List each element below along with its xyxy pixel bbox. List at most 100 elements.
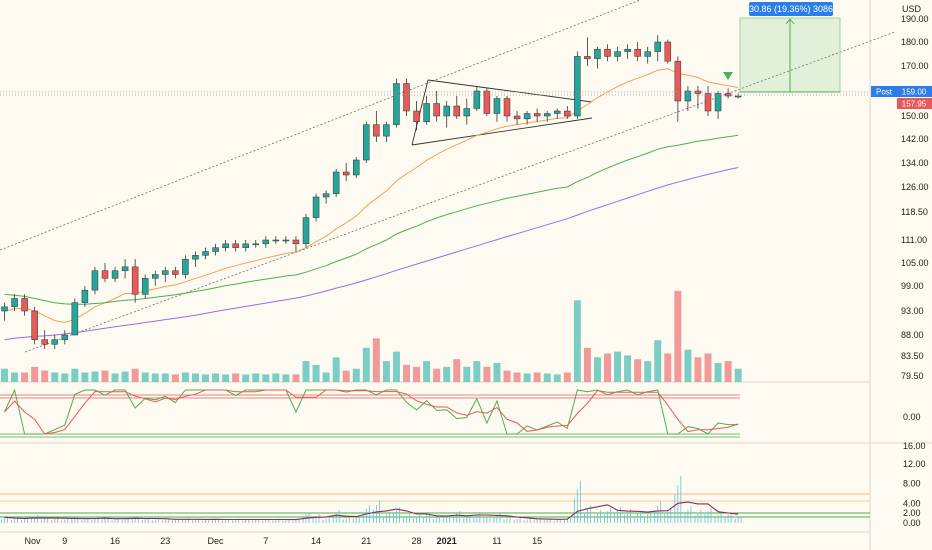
volume-bar	[694, 357, 702, 382]
candle	[202, 247, 209, 260]
volume-bar	[563, 372, 571, 382]
date-tick-label: 16	[110, 536, 120, 546]
volume-bar	[131, 368, 139, 382]
candle	[423, 96, 430, 125]
candle	[31, 306, 38, 345]
measure-label: 30.86 (19.36%) 3086	[749, 4, 833, 14]
candle	[734, 93, 742, 99]
date-tick-label: 11	[492, 536, 501, 546]
volume-bar	[423, 361, 431, 382]
candle	[614, 46, 621, 62]
price-tick-label: 79.50	[901, 371, 924, 381]
candle	[513, 111, 521, 125]
volume-bar	[312, 364, 320, 382]
volume-bar	[322, 372, 330, 382]
volume-bar	[191, 373, 199, 382]
volume-bar	[242, 374, 250, 382]
date-tick-label: 14	[311, 536, 321, 546]
volume-bar	[674, 290, 682, 382]
volume-bar	[413, 366, 421, 382]
candle	[342, 163, 350, 181]
price-tick-label: 134.00	[901, 158, 929, 168]
volume-bar	[533, 372, 541, 382]
candle	[302, 213, 310, 248]
candle	[483, 88, 491, 116]
date-tick-label: 7	[263, 536, 268, 546]
date-tick-label: 9	[62, 536, 67, 546]
volume-bar	[81, 372, 89, 382]
candle	[503, 96, 511, 122]
candle	[724, 88, 732, 99]
candle	[51, 335, 58, 349]
price-range-measure[interactable]: 30.86 (19.36%) 3086	[739, 2, 841, 93]
candle	[533, 108, 541, 122]
candle	[232, 240, 239, 252]
currency-label: USD	[902, 4, 922, 14]
candle	[443, 101, 450, 128]
candle	[262, 236, 270, 248]
volume-bar	[543, 373, 551, 382]
volume-bar	[503, 370, 511, 382]
candle	[473, 86, 481, 111]
date-tick-label: 21	[361, 536, 371, 546]
volume-bar	[624, 355, 632, 382]
candle	[493, 96, 501, 122]
oscillator-pane-2	[0, 475, 870, 523]
volume-bar	[463, 366, 471, 382]
volume-bar	[453, 359, 461, 382]
volume-bar	[372, 338, 380, 382]
candle	[41, 330, 48, 349]
candle	[714, 91, 722, 119]
price-tick-label: 83.50	[901, 351, 924, 361]
osc1-tick-label: 16.00	[903, 441, 926, 451]
date-tick-label: 28	[412, 536, 422, 546]
price-tick-label: 180.00	[901, 37, 929, 47]
price-axis: 190.00180.00170.00160.00150.00142.00134.…	[901, 14, 929, 381]
candle	[172, 266, 179, 279]
candle	[162, 266, 169, 283]
volume-bar	[232, 373, 240, 382]
candle	[292, 236, 300, 252]
post-price: 159.00	[902, 88, 927, 97]
candle	[694, 86, 702, 109]
volume-bar	[714, 363, 722, 382]
date-tick-label: Nov	[24, 536, 41, 546]
candle	[21, 294, 28, 316]
candle	[453, 96, 460, 119]
volume-bar	[483, 366, 491, 382]
candle	[252, 240, 259, 248]
candle	[584, 37, 591, 66]
volume-bar	[644, 361, 652, 382]
volume-bar	[553, 374, 561, 382]
volume-bar	[61, 373, 69, 382]
volume-bar	[473, 361, 481, 382]
price-tick-label: 150.00	[901, 111, 929, 121]
volume-bar	[111, 373, 119, 382]
volume-bar	[734, 368, 742, 382]
volume-bar	[684, 349, 692, 382]
osc2-line	[4, 501, 739, 521]
volume-bar	[583, 347, 591, 382]
candle	[322, 190, 330, 204]
volume-bar	[282, 374, 290, 382]
volume-bar	[202, 374, 209, 382]
price-tick-label: 111.00	[901, 235, 927, 245]
moving-average-line	[4, 68, 739, 324]
candle	[644, 46, 651, 64]
volume-bar	[151, 373, 159, 382]
volume-bar	[443, 366, 451, 382]
volume-bar	[614, 351, 622, 382]
candle	[91, 266, 99, 295]
price-tick-label: 93.00	[901, 306, 924, 316]
osc2-tick-label: 4.00	[903, 498, 921, 508]
osc1-k-line	[4, 388, 739, 435]
candle	[121, 259, 129, 279]
volume-bar	[523, 373, 531, 382]
volume-bar	[222, 374, 230, 382]
volume-bar	[724, 361, 732, 382]
candle	[192, 251, 199, 267]
candle	[71, 298, 79, 336]
candle	[543, 111, 551, 122]
